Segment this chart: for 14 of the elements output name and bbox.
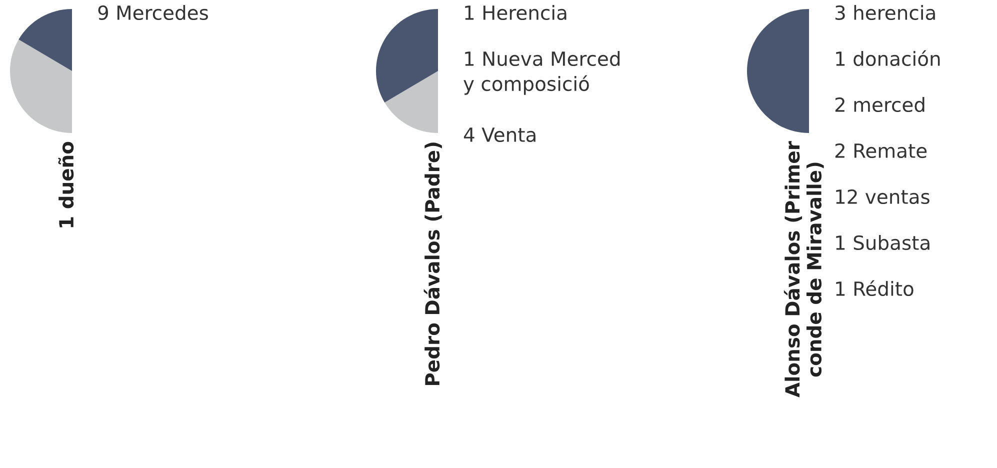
text: 1 Herencia [465,5,566,20]
text: Pedro Dávalos (Padre) [424,142,442,386]
text: 2 merced [835,97,924,112]
text: 1 dueño [58,142,74,228]
text: 1 Rédito [836,280,914,296]
text: 3 herencia [835,5,935,20]
text: Alonso Dávalos (Primer conde de Miravalle) [784,141,824,398]
text: 1 Subasta [836,235,930,250]
text: 2 Remate [835,143,927,158]
text: 1 donación [836,50,940,66]
text: 9 Mercedes [98,5,208,20]
text: 12 ventas [836,189,930,204]
text: 4 Venta [464,128,536,142]
text: 1 Nueva Merced y composició [464,51,620,95]
